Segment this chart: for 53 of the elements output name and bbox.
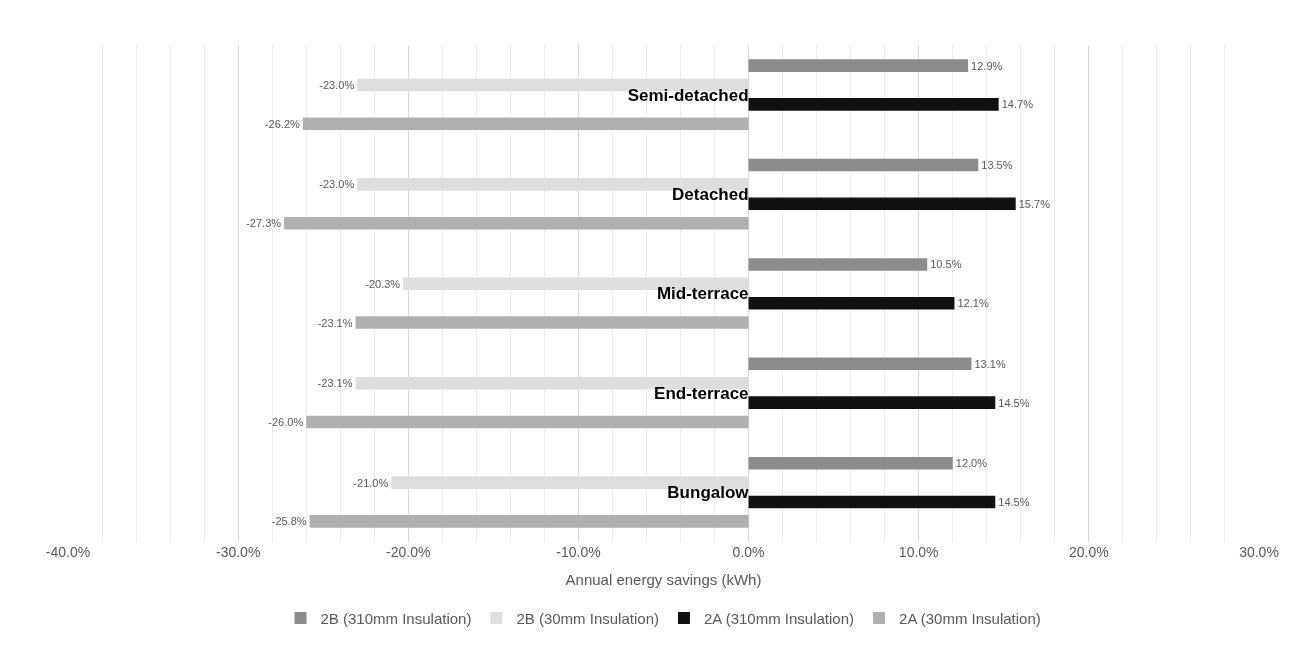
- bar: [309, 515, 749, 528]
- data-label: 10.5%: [930, 258, 962, 271]
- data-label: 14.7%: [1001, 98, 1034, 111]
- data-label: -26.0%: [268, 415, 304, 428]
- bar: [302, 117, 749, 131]
- data-label: 13.1%: [974, 357, 1006, 370]
- data-label: -23.0%: [319, 178, 355, 191]
- bar: [748, 396, 996, 409]
- y-tick-label: Detached: [672, 185, 749, 205]
- data-label: 14.5%: [998, 396, 1030, 409]
- data-label: 12.9%: [971, 59, 1003, 72]
- data-label: -26.2%: [264, 117, 300, 130]
- bar: [748, 357, 972, 371]
- x-tick-label: -30.0%: [215, 544, 261, 560]
- legend-label: 2B (30mm Insulation): [516, 609, 659, 627]
- bar: [748, 197, 1016, 211]
- data-label: -23.1%: [317, 316, 353, 329]
- bar: [355, 316, 749, 329]
- bar: [748, 495, 996, 509]
- legend-label: 2A (310mm Insulation): [703, 609, 855, 627]
- y-tick-label: Mid-terrace: [656, 284, 749, 304]
- x-axis-title: Annual energy savings (kWh): [565, 571, 762, 588]
- x-tick-label: 20.0%: [1069, 544, 1109, 560]
- data-label: 12.0%: [955, 457, 988, 470]
- y-tick-label: Semi-detached: [627, 85, 749, 105]
- data-label: -25.8%: [271, 515, 307, 528]
- data-label: 12.1%: [957, 297, 989, 310]
- bar: [284, 216, 749, 230]
- bar: [748, 456, 953, 470]
- data-label: -20.3%: [365, 277, 401, 290]
- bar: [748, 158, 979, 172]
- data-label: -27.3%: [246, 217, 282, 230]
- x-tick-label: -20.0%: [386, 544, 431, 560]
- x-tick-label: 30.0%: [1239, 544, 1279, 560]
- data-label: 15.7%: [1018, 197, 1051, 210]
- data-label: -23.1%: [317, 377, 353, 390]
- x-tick-label: 10.0%: [898, 544, 939, 560]
- x-tick-label: 0.0%: [732, 544, 765, 560]
- y-tick-label: Bungalow: [667, 483, 750, 503]
- bar: [748, 258, 928, 271]
- data-label: -23.0%: [319, 78, 355, 91]
- bar: [748, 98, 999, 111]
- bar: [748, 59, 969, 72]
- data-label: 13.5%: [981, 158, 1013, 171]
- legend-label: 2B (310mm Insulation): [320, 609, 472, 627]
- y-tick-label: End-terrace: [654, 383, 749, 403]
- bar: [748, 296, 955, 310]
- x-tick-label: -10.0%: [556, 544, 601, 560]
- bar: [306, 415, 749, 429]
- data-label: -21.0%: [353, 476, 389, 489]
- x-tick-label: -40.0%: [45, 544, 91, 560]
- legend-label: 2A (30mm Insulation): [899, 609, 1041, 627]
- data-label: 14.5%: [998, 495, 1030, 508]
